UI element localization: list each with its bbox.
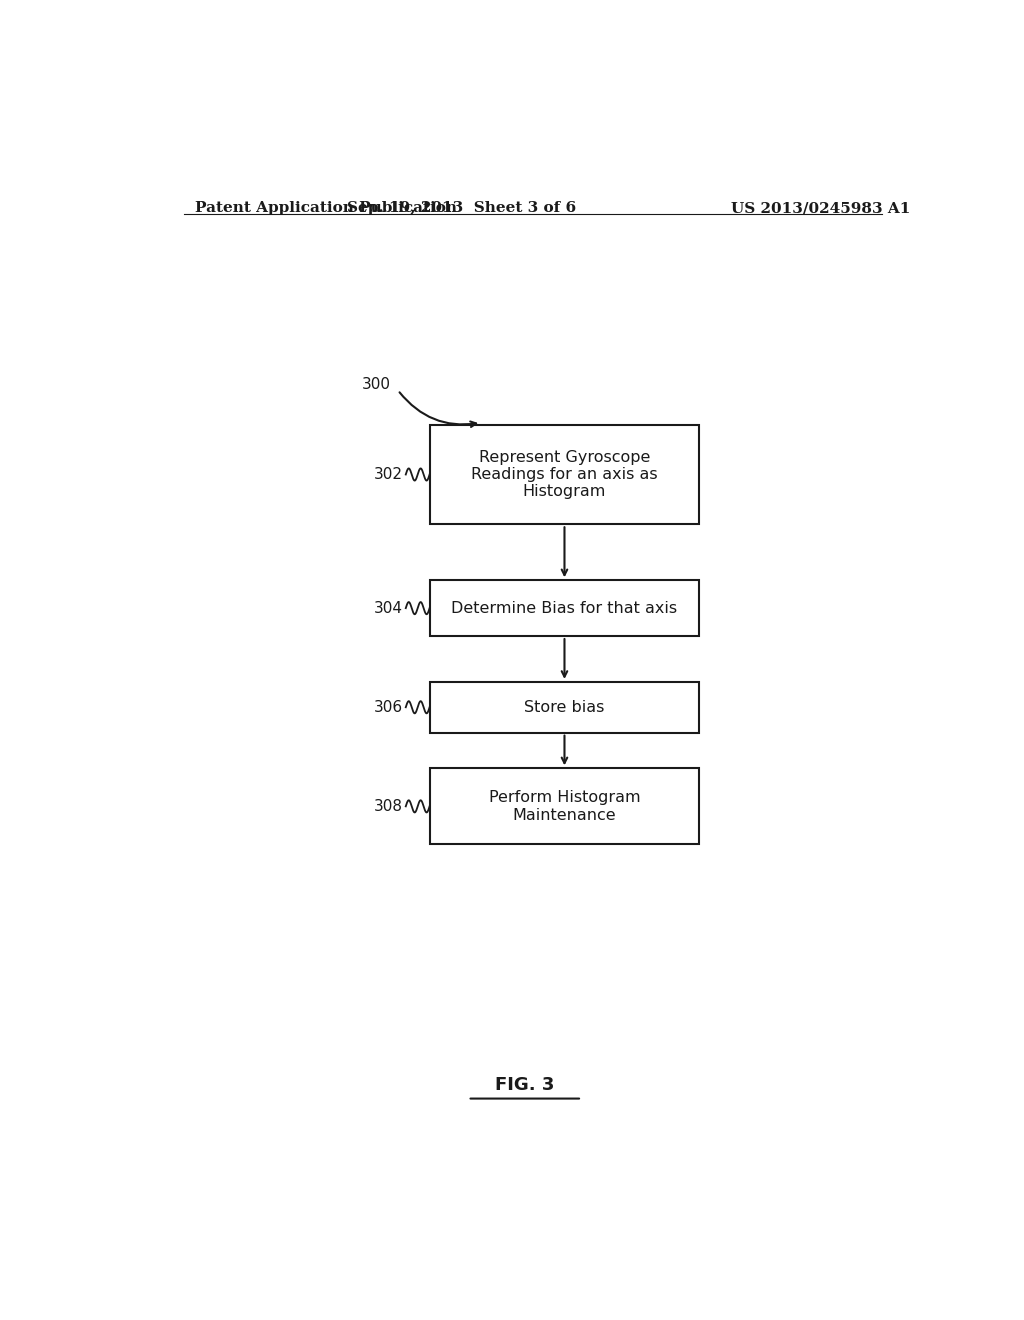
FancyBboxPatch shape xyxy=(430,768,699,845)
Text: Perform Histogram
Maintenance: Perform Histogram Maintenance xyxy=(488,791,640,822)
Text: Sep. 19, 2013  Sheet 3 of 6: Sep. 19, 2013 Sheet 3 of 6 xyxy=(347,201,575,215)
Text: 300: 300 xyxy=(362,376,391,392)
Text: Represent Gyroscope
Readings for an axis as
Histogram: Represent Gyroscope Readings for an axis… xyxy=(471,450,657,499)
Text: Determine Bias for that axis: Determine Bias for that axis xyxy=(452,601,678,615)
Text: US 2013/0245983 A1: US 2013/0245983 A1 xyxy=(731,201,910,215)
Text: FIG. 3: FIG. 3 xyxy=(496,1076,554,1094)
Text: 306: 306 xyxy=(374,700,403,714)
Text: 304: 304 xyxy=(374,601,403,615)
FancyBboxPatch shape xyxy=(430,682,699,733)
Text: 308: 308 xyxy=(374,799,403,814)
Text: Patent Application Publication: Patent Application Publication xyxy=(196,201,458,215)
FancyBboxPatch shape xyxy=(430,581,699,636)
Text: 302: 302 xyxy=(374,467,403,482)
Text: Store bias: Store bias xyxy=(524,700,604,714)
FancyBboxPatch shape xyxy=(430,425,699,524)
